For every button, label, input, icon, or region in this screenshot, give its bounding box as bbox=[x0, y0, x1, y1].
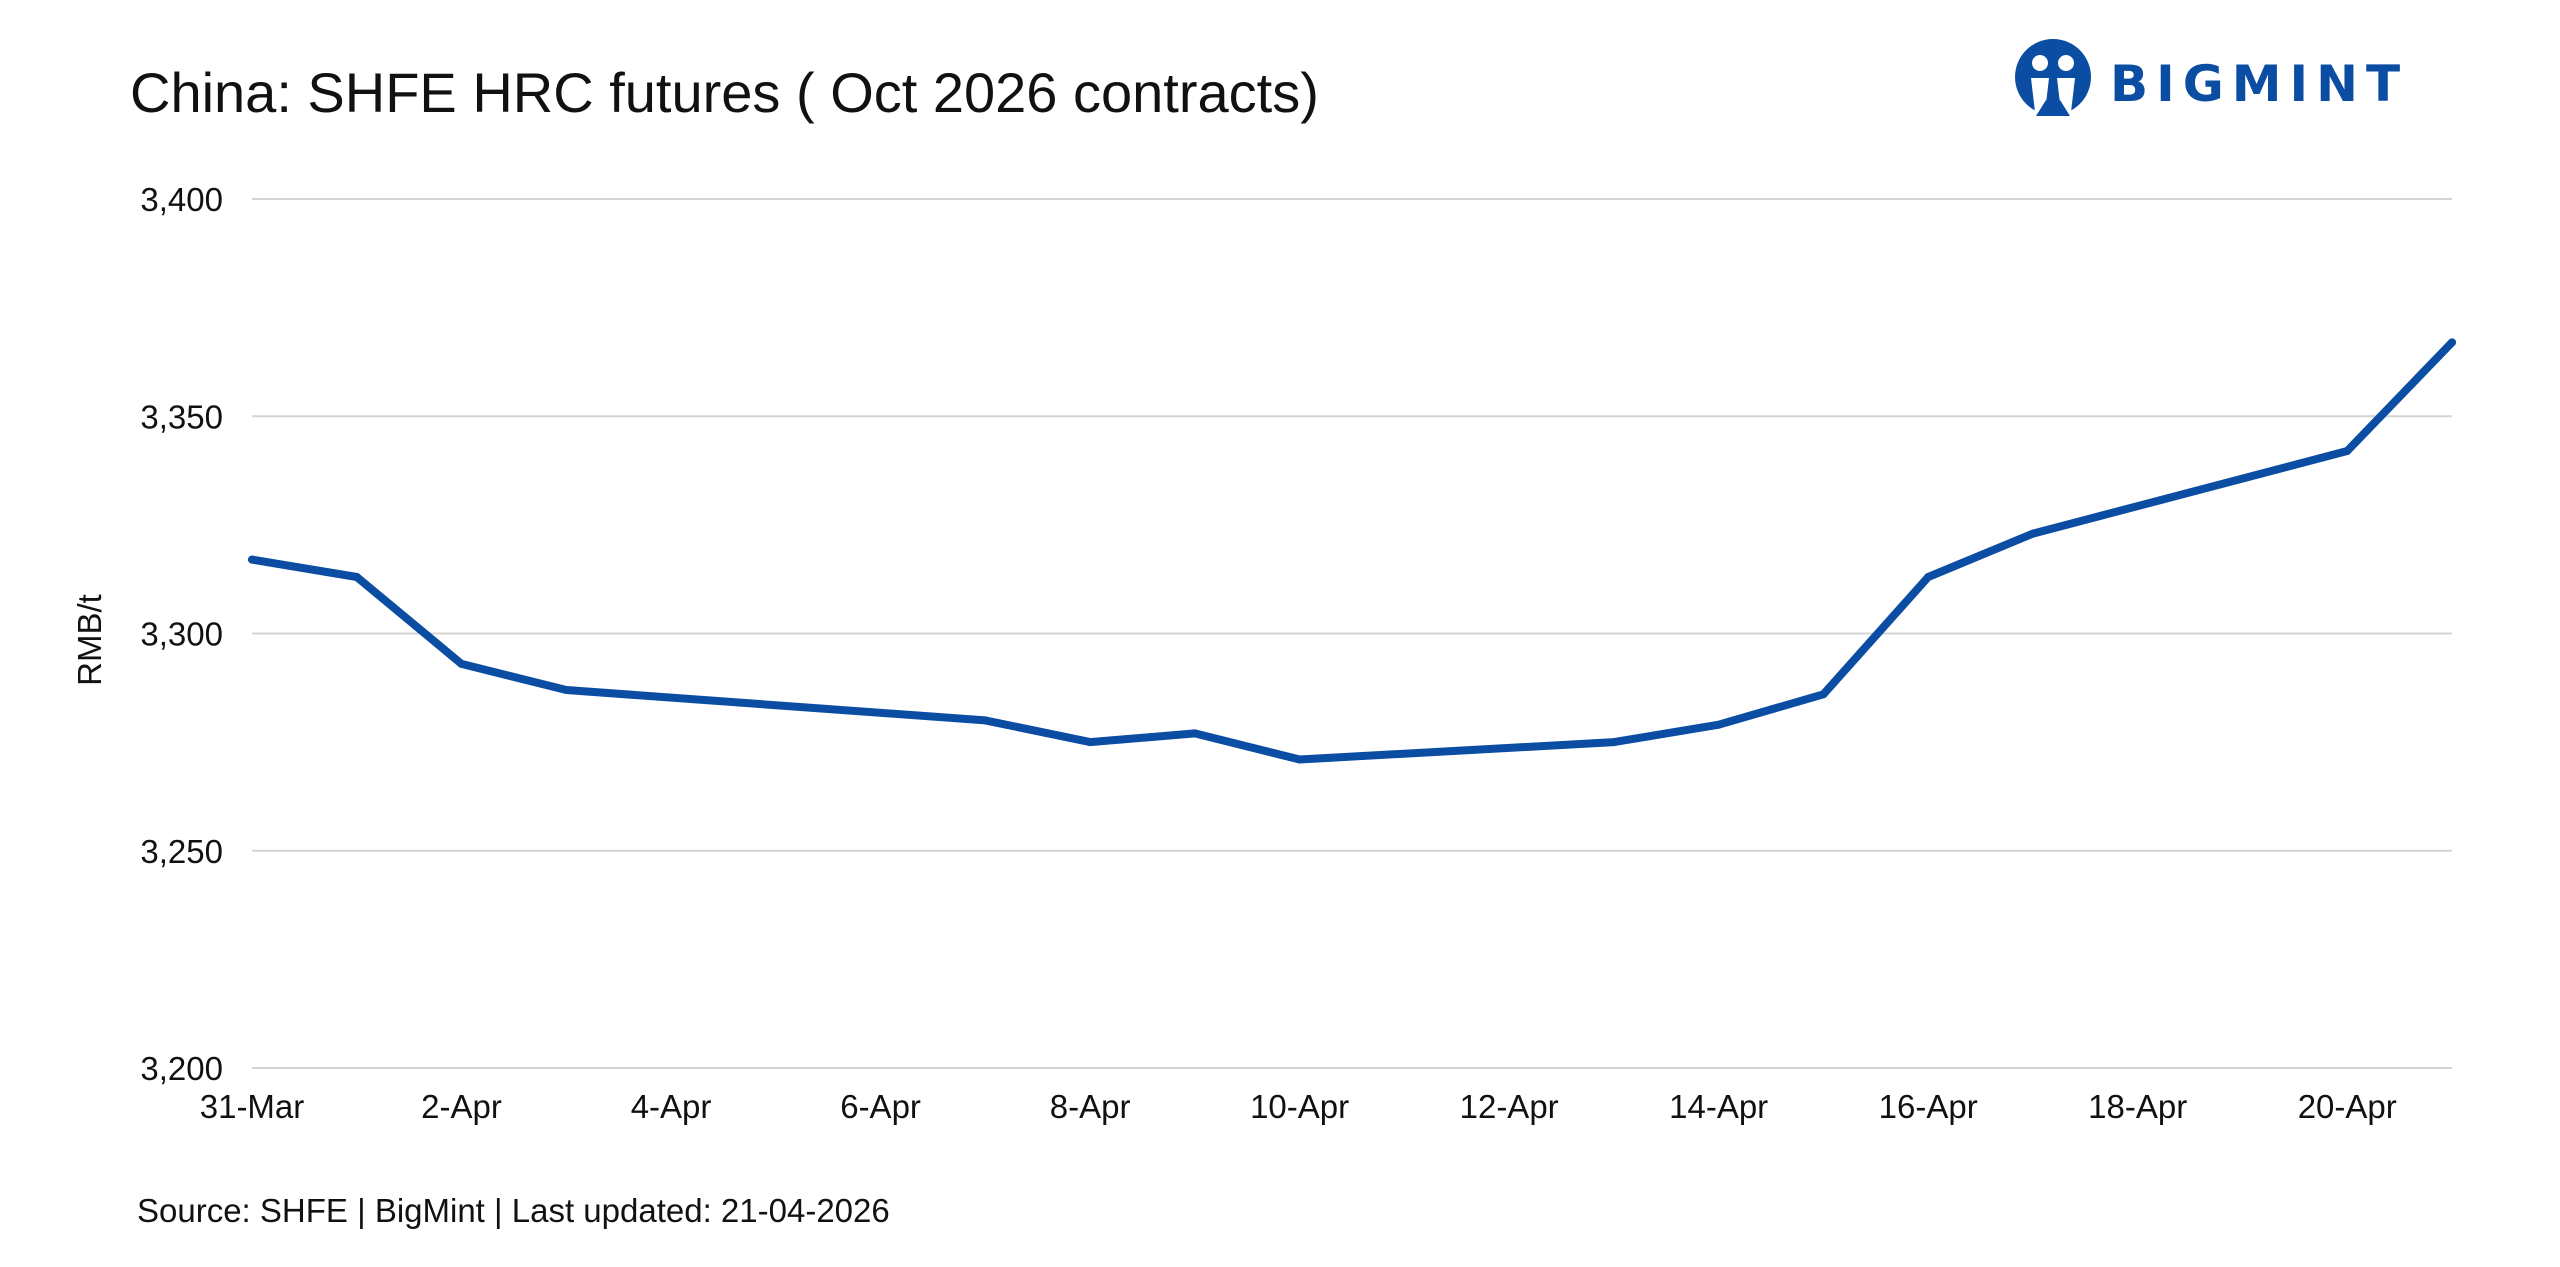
bigmint-logo: BIGMINT bbox=[2015, 39, 2408, 116]
data-point bbox=[1295, 755, 1304, 764]
data-point bbox=[248, 555, 256, 564]
x-tick-label: 10-Apr bbox=[1250, 1088, 1349, 1125]
x-tick-label: 2-Apr bbox=[421, 1088, 502, 1125]
x-tick-label: 16-Apr bbox=[1879, 1088, 1978, 1125]
data-point bbox=[2448, 338, 2456, 347]
data-point bbox=[562, 686, 571, 694]
bigmint-logo-icon bbox=[2015, 39, 2091, 116]
x-tick-label: 18-Apr bbox=[2088, 1088, 2187, 1125]
data-point bbox=[1924, 573, 1933, 581]
y-axis-ticks: 3,200 3,250 3,300 3,350 3,400 bbox=[140, 181, 223, 1087]
x-tick-label: 31-Mar bbox=[200, 1088, 305, 1125]
data-point bbox=[352, 573, 361, 581]
data-point bbox=[1190, 729, 1199, 738]
y-tick-label: 3,250 bbox=[140, 833, 223, 870]
x-tick-label: 8-Apr bbox=[1050, 1088, 1131, 1125]
chart-title: China: SHFE HRC futures ( Oct 2026 contr… bbox=[130, 61, 1319, 124]
data-point bbox=[1714, 720, 1723, 729]
data-point bbox=[2029, 529, 2037, 538]
x-tick-label: 14-Apr bbox=[1669, 1088, 1768, 1125]
data-point bbox=[981, 716, 990, 725]
data-point bbox=[1086, 738, 1095, 747]
x-axis-ticks: 31-Mar 2-Apr 4-Apr 6-Apr 8-Apr 10-Apr 12-Apr 14… bbox=[200, 1088, 2397, 1125]
data-point bbox=[1819, 690, 1828, 699]
y-tick-label: 3,400 bbox=[140, 181, 223, 218]
x-tick-label: 20-Apr bbox=[2298, 1088, 2397, 1125]
bigmint-logo-text: BIGMINT bbox=[2110, 55, 2408, 113]
source-note: Source: SHFE | BigMint | Last updated: 2… bbox=[137, 1192, 890, 1229]
series bbox=[248, 338, 2456, 764]
series-line bbox=[248, 338, 2456, 764]
x-tick-label: 4-Apr bbox=[631, 1088, 712, 1125]
y-tick-label: 3,200 bbox=[140, 1050, 223, 1087]
grid bbox=[252, 198, 2452, 1069]
x-tick-label: 12-Apr bbox=[1460, 1088, 1559, 1125]
y-axis-label: RMB/t bbox=[71, 594, 108, 686]
data-point bbox=[1609, 738, 1618, 747]
y-tick-label: 3,350 bbox=[140, 398, 223, 435]
y-tick-label: 3,300 bbox=[140, 616, 223, 653]
data-point bbox=[457, 659, 466, 668]
x-tick-label: 6-Apr bbox=[840, 1088, 921, 1125]
data-point bbox=[2343, 447, 2352, 455]
